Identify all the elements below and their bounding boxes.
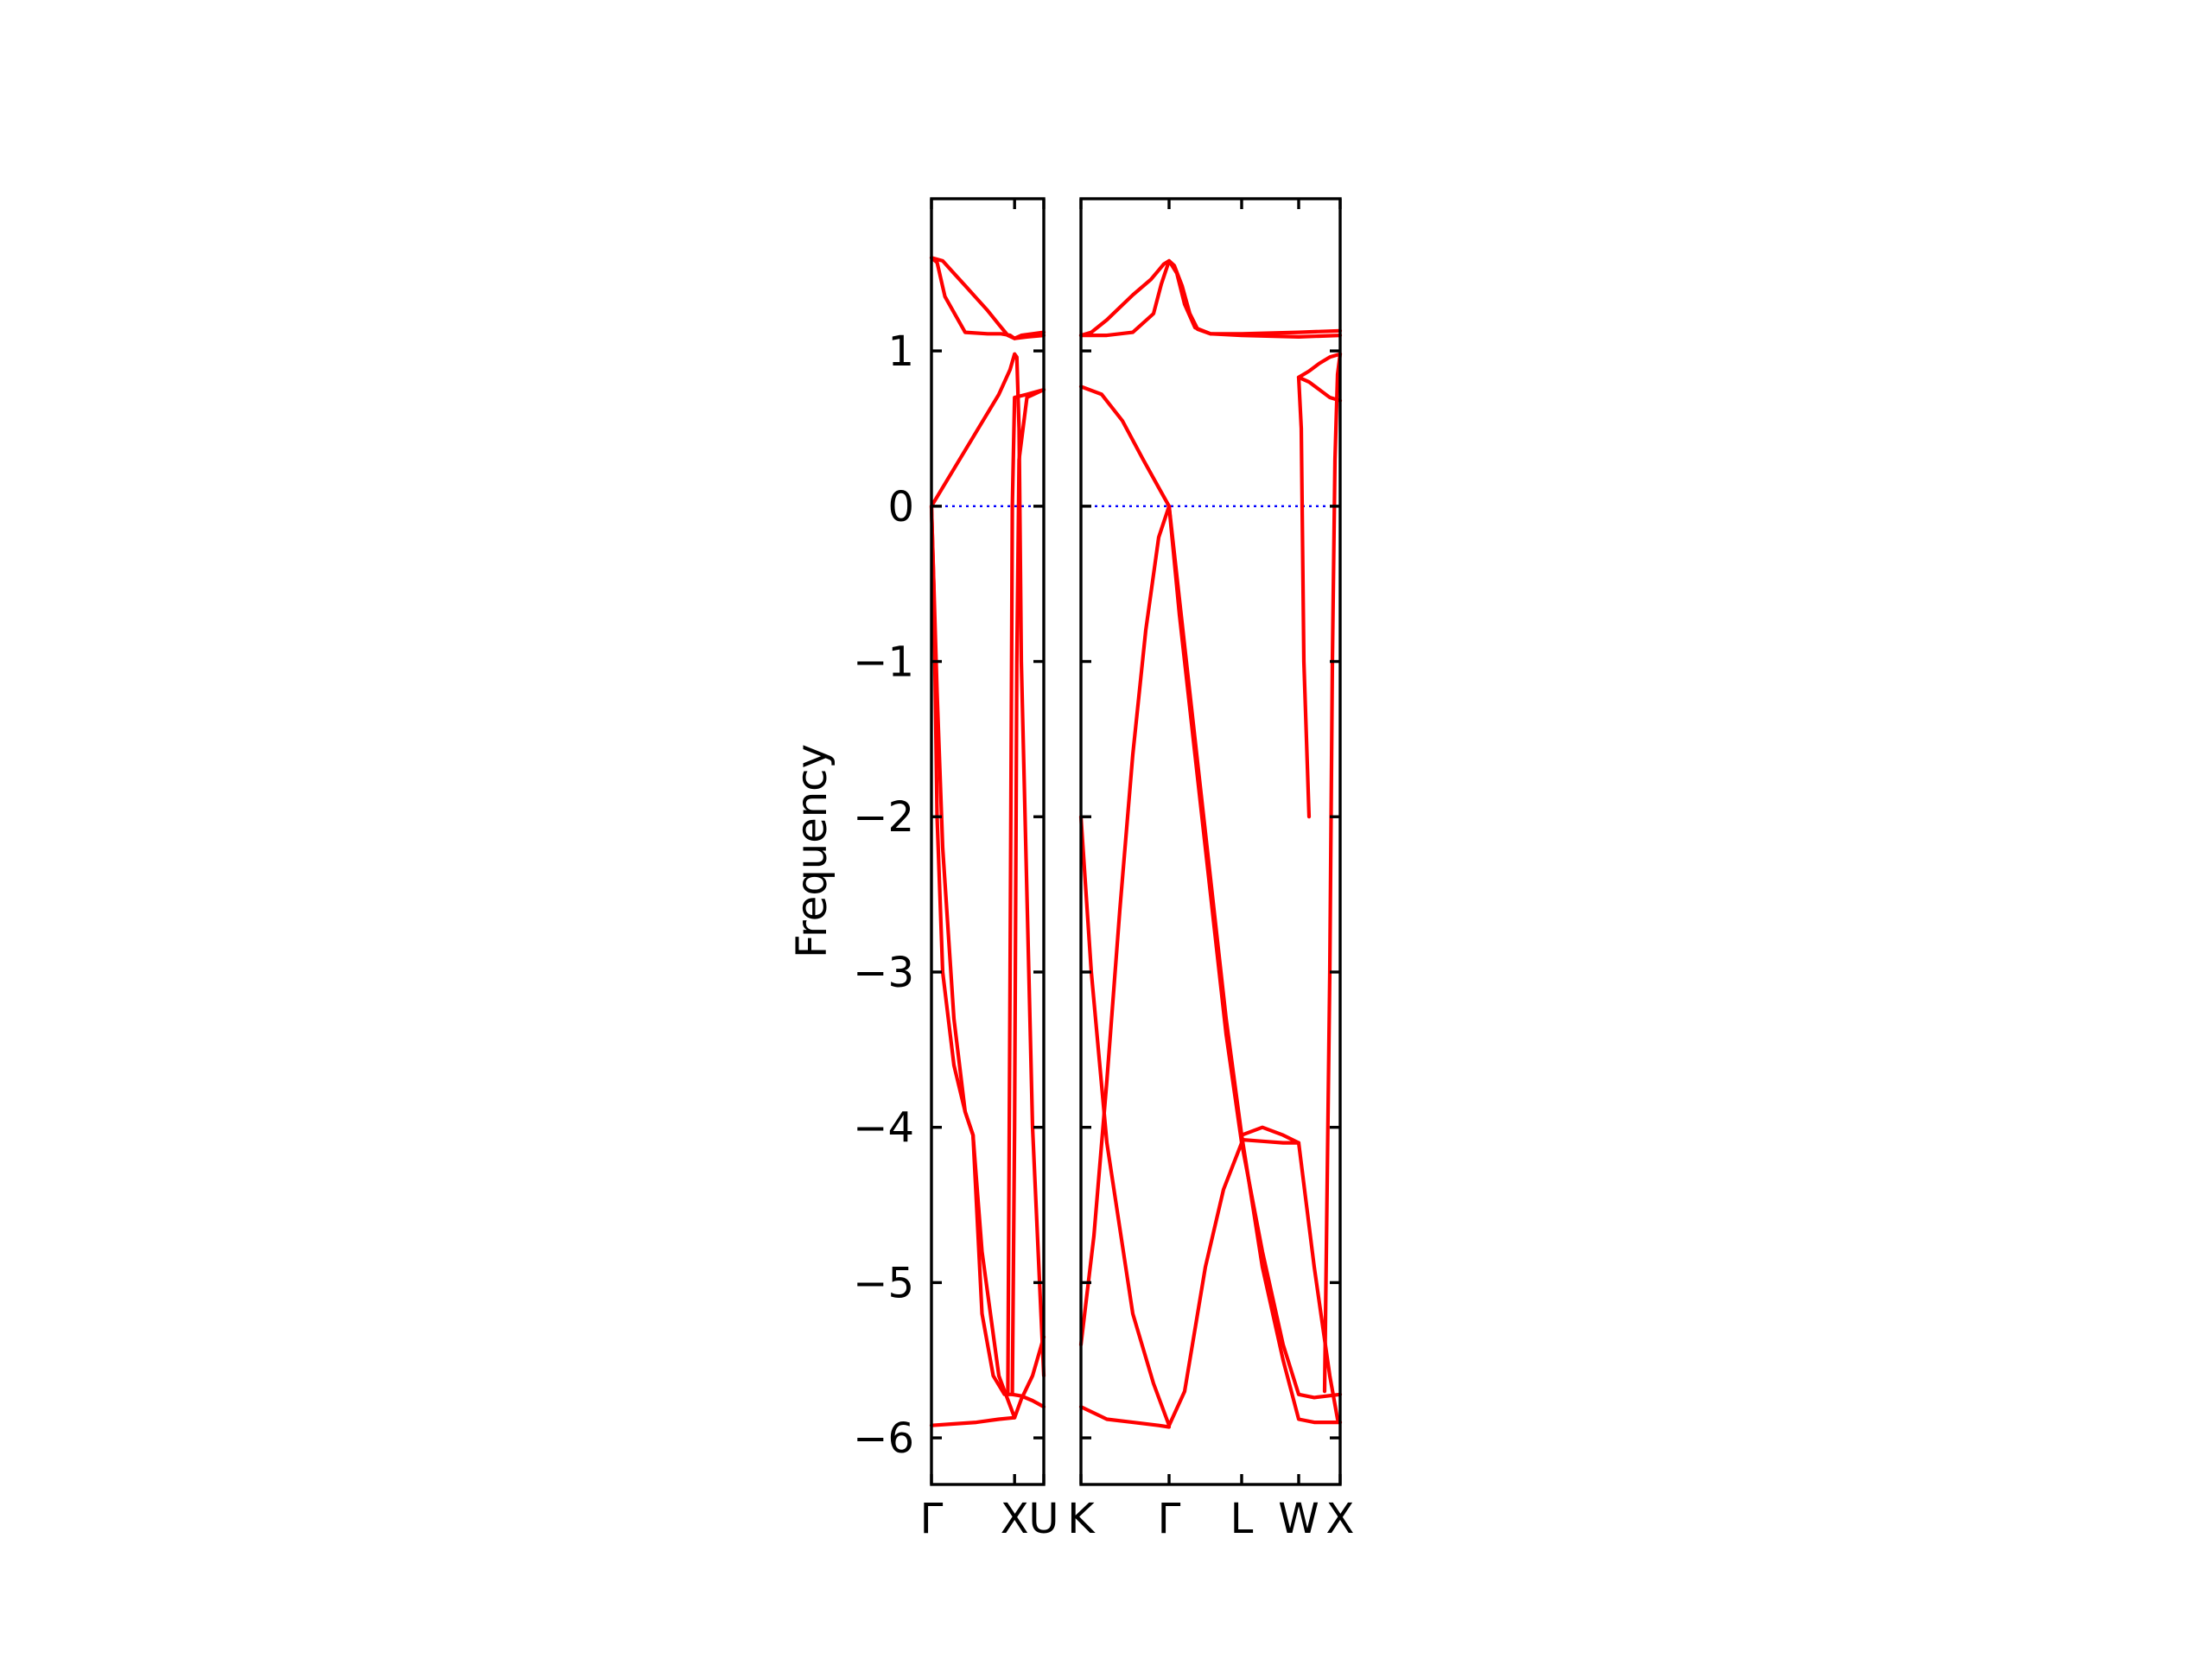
band-line: [929, 256, 1046, 340]
y-tick-label: −3: [853, 949, 914, 997]
band-line: [1166, 504, 1343, 1425]
x-tick-label: L: [1230, 1495, 1254, 1543]
y-tick-label: 0: [887, 483, 914, 531]
band-line: [929, 504, 1017, 1420]
plot-frame: [930, 197, 1046, 1486]
band-line: [1239, 1125, 1301, 1145]
y-axis-label: Frequency: [788, 744, 836, 958]
x-tick-label: U: [1028, 1495, 1058, 1543]
band-line: [1078, 385, 1172, 508]
band-line: [1296, 375, 1312, 819]
x-tick-label: X: [1326, 1495, 1355, 1543]
band-line: [1322, 352, 1343, 1394]
band-line: [1010, 1392, 1046, 1409]
band-line: [1296, 352, 1343, 379]
axes-frames: [930, 197, 1342, 1486]
x-tick-label: Γ: [920, 1495, 944, 1543]
band-line: [1078, 258, 1343, 339]
band-line: [1078, 1405, 1172, 1429]
plot-frame: [1079, 197, 1342, 1486]
band-line: [1010, 387, 1046, 1396]
y-tick-label: −1: [853, 639, 914, 687]
x-tick-label: Γ: [1158, 1495, 1181, 1543]
band-line: [929, 256, 1046, 340]
band-line: [1078, 504, 1172, 1347]
band-line: [929, 1335, 1046, 1427]
tick-labels: 10−1−2−3−4−5−6Γ X U K Γ L W X: [853, 327, 1354, 1543]
y-tick-label: −2: [853, 793, 914, 842]
band-line: [1296, 375, 1343, 403]
x-tick-label: K: [1067, 1495, 1096, 1543]
band-line: [929, 352, 1046, 1378]
band-line: [1166, 504, 1343, 1400]
x-tick-label: X: [1001, 1495, 1029, 1543]
band-line: [1006, 387, 1046, 1396]
y-tick-label: −6: [853, 1414, 914, 1463]
band-line: [1078, 815, 1244, 1427]
y-tick-label: −5: [853, 1259, 914, 1307]
band-line: [1239, 1137, 1301, 1145]
y-tick-label: −4: [853, 1104, 914, 1153]
x-tick-label: W: [1278, 1495, 1319, 1543]
band-line: [1078, 258, 1343, 338]
bands: [929, 256, 1343, 1429]
band-line: [1296, 1141, 1343, 1425]
ticks: [930, 199, 1342, 1484]
y-tick-label: 1: [887, 327, 914, 376]
